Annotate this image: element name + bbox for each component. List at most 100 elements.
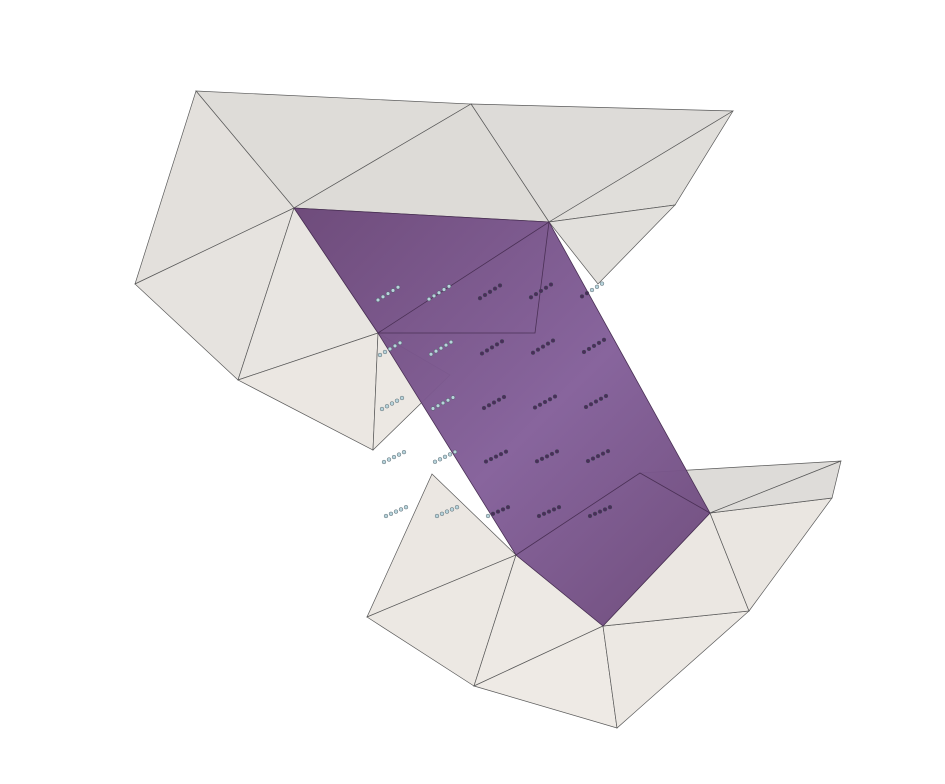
marker-point — [501, 394, 507, 400]
marker-point — [598, 396, 604, 401]
marker-point — [493, 454, 499, 459]
marker-point — [375, 297, 381, 303]
marker-point — [399, 395, 405, 401]
marker-point — [481, 405, 487, 411]
marker-point — [447, 452, 453, 457]
marker-point — [596, 340, 602, 345]
marker-point — [585, 458, 591, 464]
lower-surface-mesh — [366, 460, 842, 729]
marker-point — [599, 281, 605, 286]
marker-point — [439, 511, 445, 516]
marker-point — [388, 511, 394, 516]
marker-point — [431, 293, 437, 299]
marker-point — [487, 289, 493, 294]
marker-point — [579, 294, 585, 299]
marker-point — [600, 451, 606, 456]
marker-point — [445, 398, 451, 403]
marker-point — [537, 402, 543, 407]
marker-point — [589, 287, 595, 293]
marker-point — [605, 449, 611, 454]
marker-point — [533, 292, 539, 297]
marker-point — [434, 513, 440, 519]
marker-point — [584, 291, 590, 296]
marker-point — [382, 349, 388, 355]
marker-point — [483, 459, 489, 464]
marker-point — [394, 398, 400, 403]
marker-point — [393, 509, 399, 514]
marker-point — [449, 507, 455, 512]
marker-point — [489, 345, 495, 350]
marker-point — [433, 349, 439, 354]
marker-point — [601, 337, 607, 342]
marker-point — [398, 507, 404, 512]
marker-point — [379, 406, 385, 412]
marker-point — [535, 347, 541, 352]
marker-point — [397, 340, 403, 345]
marker-point — [503, 449, 509, 454]
marker-point — [435, 403, 441, 408]
marker-point — [500, 507, 506, 512]
marker-point — [385, 291, 391, 296]
marker-point — [590, 456, 596, 461]
marker-point — [542, 399, 548, 405]
marker-point — [597, 509, 603, 514]
marker-point — [546, 509, 552, 514]
marker-point — [591, 343, 597, 348]
marker-point — [498, 452, 504, 457]
upper-surface-mesh — [134, 90, 735, 451]
marker-point — [587, 513, 593, 519]
marker-point — [383, 513, 389, 519]
marker-point — [497, 283, 503, 288]
marker-point — [547, 397, 553, 402]
marker-point — [454, 505, 460, 510]
marker-point — [543, 285, 549, 290]
marker-point — [603, 393, 609, 399]
marker-point — [556, 505, 562, 510]
marker-point — [594, 284, 600, 289]
marker-point — [496, 397, 502, 402]
marker-point — [490, 511, 496, 516]
marker-point — [436, 290, 442, 295]
marker-point — [448, 339, 454, 345]
inclined-plane — [293, 207, 711, 627]
marker-point — [389, 401, 395, 406]
marker-point — [536, 513, 542, 519]
marker-point — [592, 511, 598, 516]
marker-point — [545, 341, 551, 346]
marker-point — [550, 338, 556, 343]
marker-point — [426, 297, 432, 302]
marker-point — [551, 507, 557, 512]
marker-point — [482, 292, 488, 298]
marker-point — [450, 395, 456, 400]
marker-point — [505, 505, 511, 510]
marker-point — [588, 402, 594, 407]
marker-point — [401, 450, 407, 455]
marker-point — [443, 343, 449, 348]
marker-point — [488, 456, 494, 462]
marker-point — [437, 457, 443, 462]
marker-point — [377, 352, 383, 358]
marker-point — [528, 295, 534, 300]
marker-point — [484, 348, 490, 353]
marker-point — [541, 511, 547, 516]
marker-point — [387, 346, 393, 352]
marker-point — [381, 459, 387, 465]
marker-point — [540, 344, 546, 349]
marker-point — [390, 288, 396, 293]
marker-point — [538, 288, 544, 294]
marker-point — [444, 509, 450, 514]
marker-point — [391, 454, 397, 460]
marker-point — [386, 457, 392, 462]
marker-point — [446, 284, 452, 289]
marker-point — [486, 403, 492, 408]
marker-point — [554, 449, 560, 454]
marker-point — [430, 406, 436, 411]
marker-point — [442, 454, 448, 459]
marker-point — [395, 285, 401, 290]
marker-point — [602, 507, 608, 512]
marker-point — [539, 456, 545, 461]
marker-point — [384, 404, 390, 409]
marker-point — [485, 513, 491, 519]
marker-point — [477, 296, 483, 301]
